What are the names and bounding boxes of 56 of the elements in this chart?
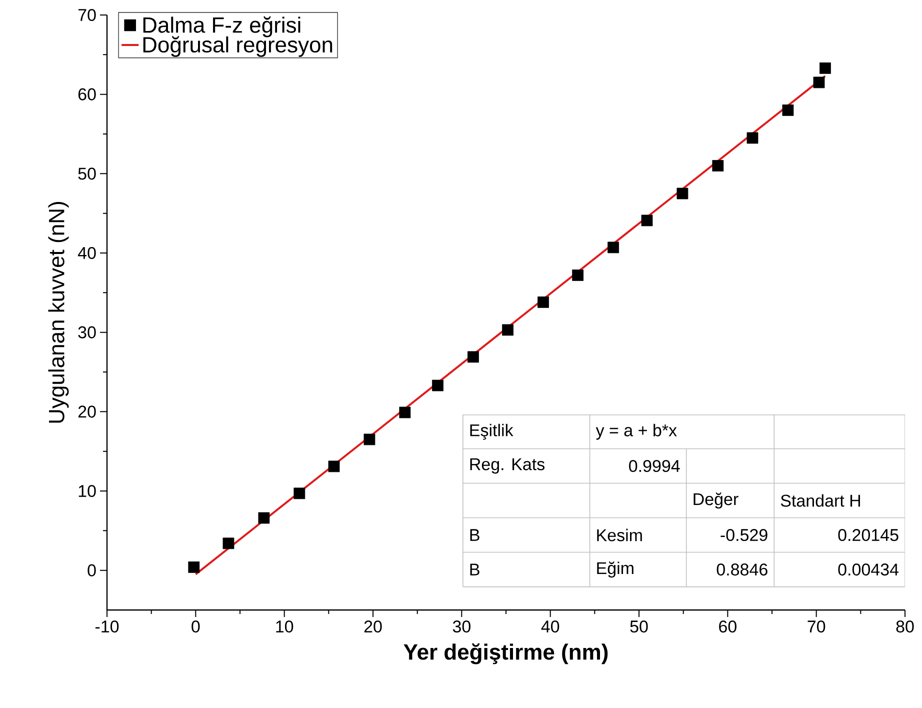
y-tick-label: 70 <box>78 8 96 22</box>
legend-label: Dalma F-z eğrisi <box>143 16 300 38</box>
point <box>608 242 619 254</box>
y-axis-title: Uygulanan kuvvet (nN) <box>48 202 69 423</box>
point <box>676 188 688 200</box>
point <box>399 406 411 418</box>
y-tick-label: 30 <box>78 326 96 338</box>
y-tick-label: 20 <box>78 406 96 418</box>
point <box>712 160 724 172</box>
y-tick-label: 50 <box>78 168 96 180</box>
point <box>641 214 653 226</box>
annotation: B <box>470 529 480 541</box>
annotation: Reg. Kats <box>470 458 544 474</box>
y-tick-label: 40 <box>78 246 96 260</box>
x-axis-title: Yer değiştirme (nm) <box>404 643 608 664</box>
x-tick-label: 40 <box>541 620 560 633</box>
annotation: -0.529 <box>720 529 768 542</box>
x-tick-label: 30 <box>452 620 470 633</box>
point <box>188 561 200 573</box>
point <box>746 132 758 144</box>
x-tick-label: 10 <box>276 620 294 633</box>
y-tick-label: 60 <box>78 88 96 100</box>
point <box>364 434 376 446</box>
point <box>782 104 794 116</box>
point <box>572 270 584 281</box>
x-tick-label: 20 <box>364 620 382 633</box>
x-tick-label: 60 <box>719 620 736 633</box>
annotation: 0.00434 <box>838 564 899 576</box>
x-tick-label: 70 <box>808 620 826 633</box>
point <box>432 380 444 392</box>
annotation: 0.9994 <box>629 460 680 472</box>
point <box>222 538 234 550</box>
annotation: Değer <box>694 492 738 509</box>
point <box>538 296 549 308</box>
point <box>813 76 825 88</box>
point <box>467 351 479 363</box>
annotation: Standart H <box>780 494 860 507</box>
x-tick-label: 50 <box>630 620 648 633</box>
point <box>502 324 514 336</box>
point <box>820 62 831 74</box>
annotation: Eğim <box>597 562 634 578</box>
annotation: y = a + b*x <box>596 424 677 440</box>
annotation: 0.20145 <box>838 529 898 542</box>
annotation: Kesim <box>597 528 642 542</box>
x-tick-label: 80 <box>896 620 914 633</box>
y-tick-label: 10 <box>78 484 96 498</box>
point <box>328 460 340 472</box>
x-tick-label: 0 <box>192 620 200 633</box>
legend-label: Doğrusal regresyon <box>143 36 332 57</box>
y-tick-label: 0 <box>88 564 96 576</box>
point <box>294 488 306 500</box>
annotation: 0.8846 <box>716 564 768 576</box>
annotation: Eşitlik <box>470 424 514 440</box>
point <box>258 512 270 524</box>
annotation: B <box>470 564 480 576</box>
x-tick-label: -10 <box>95 620 119 633</box>
